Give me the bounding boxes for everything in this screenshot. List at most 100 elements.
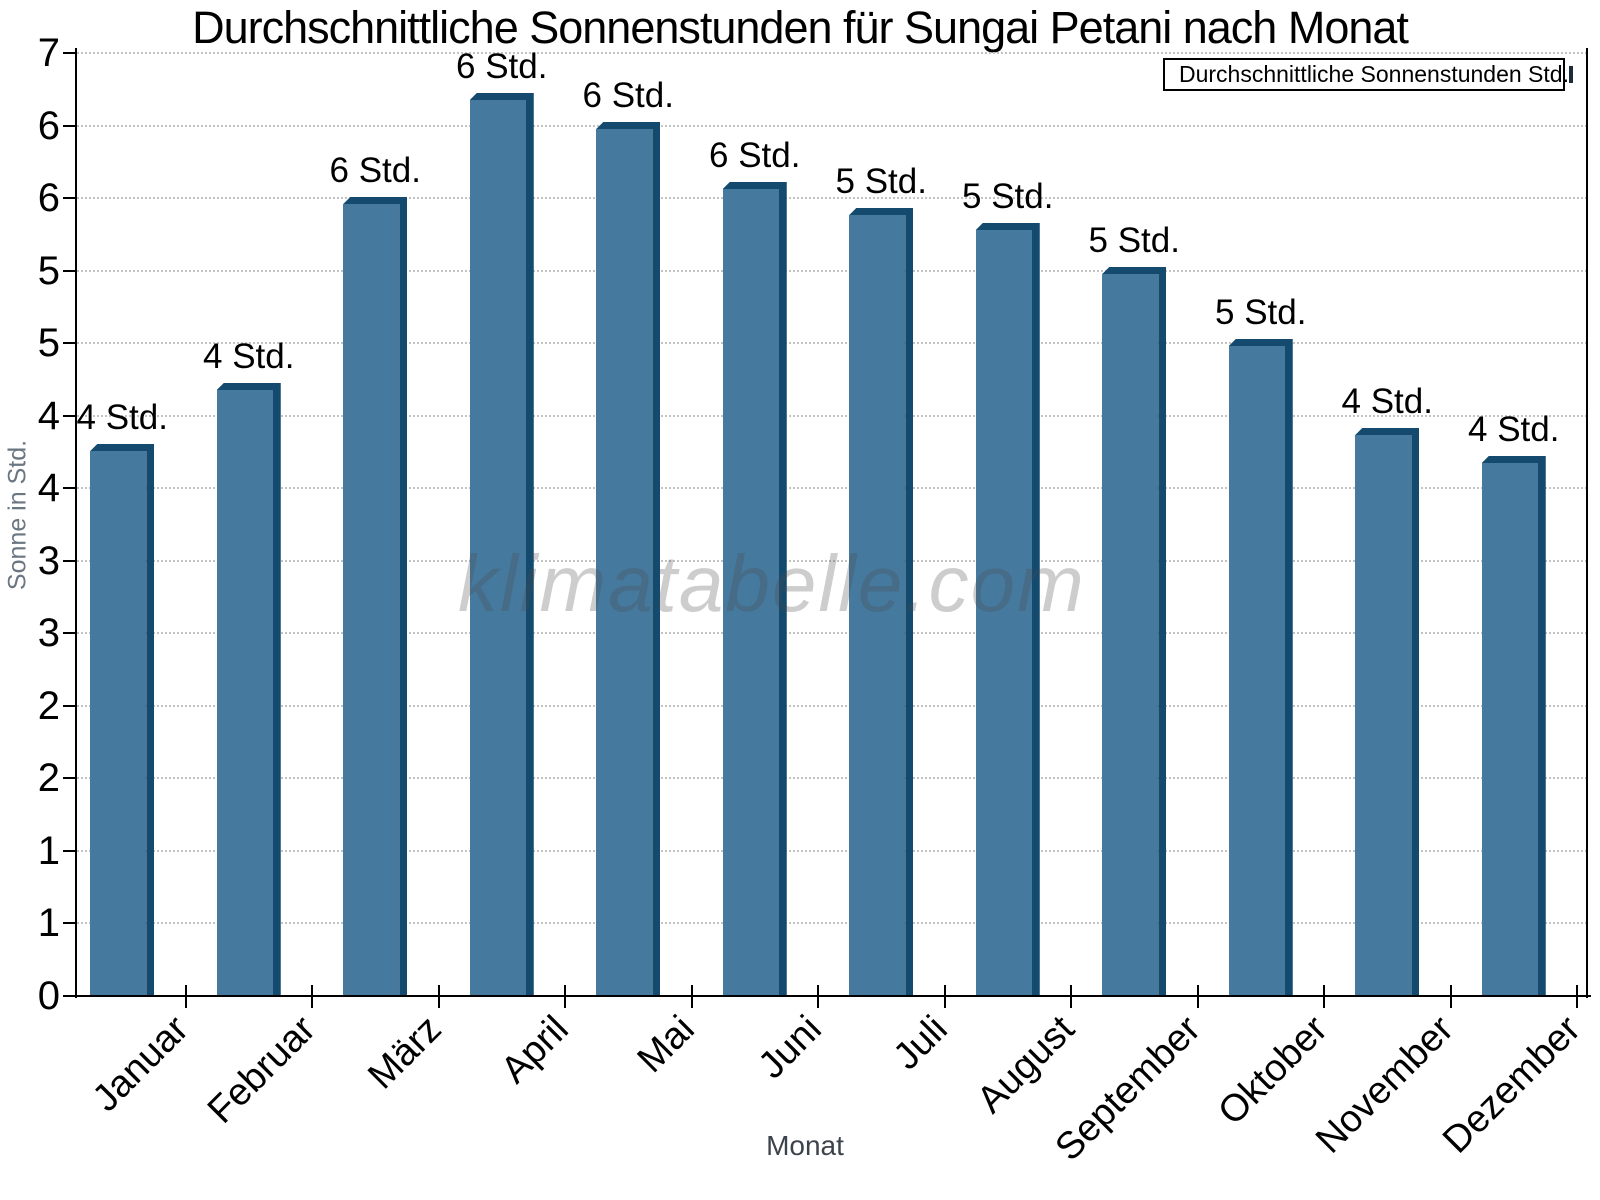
bar-value-label: 5 Std. xyxy=(835,162,927,201)
y-tick-label: 3 xyxy=(37,611,60,656)
y-gridline xyxy=(77,269,1587,272)
bar-value-label: 6 Std. xyxy=(456,47,548,86)
x-tick-mark xyxy=(184,985,187,1008)
y-gridline xyxy=(77,922,1587,925)
bar-front-face xyxy=(1102,274,1159,996)
bar-value-label: 6 Std. xyxy=(709,136,801,175)
bar-januar xyxy=(90,444,155,996)
y-gridline xyxy=(77,559,1587,562)
x-tick-mark xyxy=(1576,985,1578,1008)
y-tick-mark xyxy=(63,704,77,707)
y-tick-label: 5 xyxy=(37,248,60,293)
bar-dezember xyxy=(1481,456,1546,996)
x-tick-label-april: April xyxy=(492,1008,577,1092)
y-gridline xyxy=(77,849,1587,852)
bar-value-label: 4 Std. xyxy=(1341,382,1433,421)
x-axis-line xyxy=(63,995,1591,997)
y-tick-label: 2 xyxy=(37,756,60,801)
bar-april xyxy=(469,93,534,996)
y-tick-label: 0 xyxy=(37,974,60,1018)
legend-swatch xyxy=(1568,66,1573,83)
x-tick-mark xyxy=(817,985,819,1008)
bar-front-face xyxy=(849,215,906,996)
x-tick-mark xyxy=(1323,985,1325,1008)
y-tick-mark xyxy=(63,414,77,417)
bar-front-face xyxy=(90,451,147,996)
y-gridline xyxy=(77,52,1587,54)
y-tick-label: 2 xyxy=(37,683,60,728)
y-tick-mark xyxy=(63,487,77,490)
chart-title: Durchschnittliche Sonnenstunden für Sung… xyxy=(192,2,1409,53)
x-tick-label-oktober: Oktober xyxy=(1210,1008,1336,1134)
bar-value-label: 4 Std. xyxy=(1468,410,1560,449)
y-gridline xyxy=(77,632,1587,635)
y-gridline xyxy=(77,197,1587,200)
bar-value-label: 6 Std. xyxy=(329,151,421,190)
x-tick-mark xyxy=(1070,985,1072,1008)
bar-front-face xyxy=(1481,463,1538,996)
y-tick-label: 6 xyxy=(37,176,60,221)
x-tick-mark xyxy=(437,985,440,1008)
y-tick-label: 1 xyxy=(37,828,60,873)
bar-value-label: 5 Std. xyxy=(1088,221,1180,260)
y-tick-mark xyxy=(63,197,77,200)
y-gridline xyxy=(77,704,1587,707)
x-tick-mark xyxy=(1449,985,1452,1008)
bar-juni xyxy=(722,182,787,996)
y-gridline xyxy=(77,414,1587,417)
bar-front-face xyxy=(975,230,1032,996)
bar-september xyxy=(1102,267,1167,996)
bar-front-face xyxy=(1355,435,1412,996)
y-axis-title: Sonne in Std. xyxy=(3,439,32,591)
right-border-line xyxy=(1586,48,1588,998)
bar-front-face xyxy=(596,129,653,996)
bar-oktober xyxy=(1228,339,1293,996)
bar-value-label: 5 Std. xyxy=(1215,293,1307,332)
bar-front-face xyxy=(216,390,273,996)
bar-value-label: 6 Std. xyxy=(582,76,674,115)
watermark: klimatabelle.com xyxy=(458,539,1086,628)
y-tick-mark xyxy=(63,632,77,635)
bar-februar xyxy=(216,383,281,996)
x-tick-label-juli: Juli xyxy=(885,1008,956,1079)
x-tick-label-august: August xyxy=(969,1008,1083,1122)
y-gridline xyxy=(77,124,1587,127)
bar-front-face xyxy=(1228,346,1285,996)
x-tick-label-januar: Januar xyxy=(85,1008,197,1120)
bar-front-face xyxy=(722,189,779,996)
x-tick-label-märz: März xyxy=(360,1008,450,1098)
y-tick-mark xyxy=(63,269,77,272)
bar-november xyxy=(1355,428,1420,996)
bar-front-face xyxy=(343,204,400,996)
x-tick-label-februar: Februar xyxy=(199,1008,324,1132)
y-tick-mark xyxy=(63,777,77,780)
bar-value-label: 4 Std. xyxy=(203,337,295,376)
x-tick-mark xyxy=(311,985,313,1008)
y-axis-line xyxy=(75,48,77,998)
x-tick-label-juni: Juni xyxy=(750,1008,830,1087)
y-gridline xyxy=(77,777,1587,780)
x-tick-mark xyxy=(564,985,566,1008)
y-tick-mark xyxy=(63,849,77,852)
y-tick-label: 4 xyxy=(37,393,60,438)
y-tick-mark xyxy=(63,124,77,127)
legend-label: Durchschnittliche Sonnenstunden Std. xyxy=(1179,61,1569,87)
x-tick-mark xyxy=(690,985,693,1008)
x-axis-title: Monat xyxy=(766,1130,844,1161)
legend: Durchschnittliche Sonnenstunden Std. xyxy=(1163,58,1573,91)
bar-value-label: 5 Std. xyxy=(962,177,1054,216)
y-tick-label: 7 xyxy=(37,31,60,75)
y-gridline xyxy=(77,487,1587,490)
x-tick-label-mai: Mai xyxy=(629,1008,703,1081)
bar-juli xyxy=(849,208,914,996)
y-gridline xyxy=(77,342,1587,345)
y-tick-label: 3 xyxy=(37,538,60,583)
y-tick-mark xyxy=(63,559,77,562)
y-tick-mark xyxy=(63,342,77,345)
y-tick-label: 4 xyxy=(37,466,60,511)
bar-front-face xyxy=(469,100,526,996)
x-tick-mark xyxy=(943,985,946,1008)
bar-märz xyxy=(343,197,408,996)
